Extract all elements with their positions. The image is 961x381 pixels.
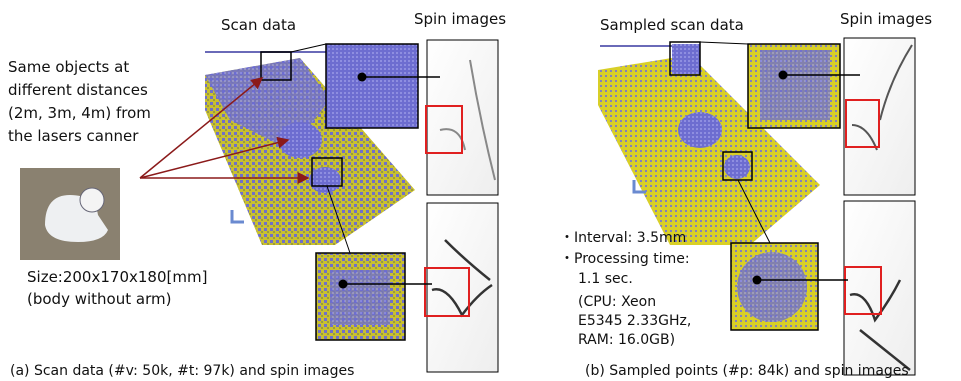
zoom-detail bbox=[760, 50, 830, 120]
spin-title: Spin images bbox=[414, 10, 506, 28]
zoom-detail bbox=[330, 270, 390, 325]
zoom-image bbox=[326, 44, 418, 128]
scan-object bbox=[672, 44, 700, 74]
scan-title: Scan data bbox=[221, 16, 296, 34]
scan-object bbox=[309, 167, 341, 193]
scan-object bbox=[724, 155, 750, 179]
note: (2m, 3m, 4m) from bbox=[8, 104, 151, 122]
param: 1.1 sec. bbox=[578, 271, 633, 287]
param: E5345 2.33GHz, bbox=[578, 313, 691, 329]
note: different distances bbox=[8, 81, 148, 99]
size: (body without arm) bbox=[27, 290, 171, 308]
param: ・Processing time: bbox=[560, 251, 690, 267]
note: Same objects at bbox=[8, 58, 129, 76]
spin-image bbox=[844, 201, 915, 375]
size: Size:200x170x180[mm] bbox=[27, 268, 207, 286]
param: ・Interval: 3.5mm bbox=[560, 230, 686, 246]
figure: Scan data Spin images Sampled scan data … bbox=[0, 0, 961, 381]
connector bbox=[700, 42, 748, 44]
scan-title: Sampled scan data bbox=[600, 16, 744, 34]
scan-object bbox=[278, 122, 322, 158]
spin-title: Spin images bbox=[840, 10, 932, 28]
zoom-detail bbox=[737, 252, 807, 322]
scan-object bbox=[678, 112, 722, 148]
param: (CPU: Xeon bbox=[578, 294, 656, 310]
param: RAM: 16.0GB) bbox=[578, 332, 675, 348]
connector bbox=[291, 44, 326, 52]
note: the lasers canner bbox=[8, 127, 139, 145]
caption: (b) Sampled points (#p: 84k) and spin im… bbox=[585, 363, 909, 379]
axis-icon bbox=[232, 210, 244, 222]
caption: (a) Scan data (#v: 50k, #t: 97k) and spi… bbox=[10, 363, 354, 379]
object-shape bbox=[80, 188, 104, 212]
